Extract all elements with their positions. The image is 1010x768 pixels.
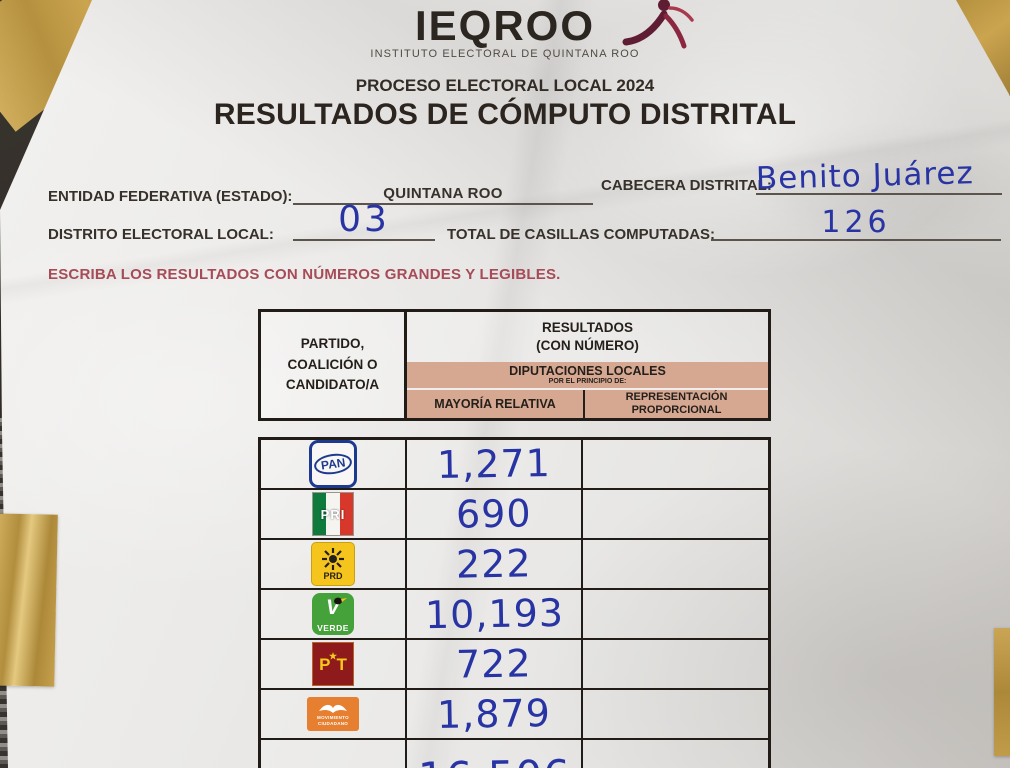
- mayoria-relativa-header: MAYORÍA RELATIVA: [407, 390, 585, 418]
- prd-logo-label: PRD: [323, 571, 343, 581]
- table-row-pan: PAN 1,271: [261, 440, 768, 490]
- instruction-text: ESCRIBA LOS RESULTADOS CON NÚMEROS GRAND…: [48, 266, 561, 283]
- table-row-verde: V VERDE 10,193: [261, 590, 768, 640]
- rp-value-cell: [583, 590, 768, 638]
- pt-logo-label: PT: [319, 654, 353, 674]
- mr-handwritten-value: 10,193: [424, 590, 564, 638]
- tape-right-middle: [994, 628, 1010, 756]
- table-row-movimiento-ciudadano: MOVIMIENTO CIUDADANO 1,879: [261, 690, 768, 740]
- pri-logo-icon: PRI: [312, 492, 354, 536]
- diputaciones-band: DIPUTACIONES LOCALES POR EL PRINCIPIO DE…: [407, 362, 768, 388]
- party-logo-cell: PRI: [261, 490, 407, 538]
- casillas-label: TOTAL DE CASILLAS COMPUTADAS:: [447, 226, 716, 243]
- mr-value-cell: 10,193: [407, 590, 583, 638]
- institute-logo: IEQROO INSTITUTO ELECTORAL DE QUINTANA R…: [0, 0, 1010, 62]
- diputaciones-band-subtitle: POR EL PRINCIPIO DE:: [548, 378, 627, 386]
- mc-logo-icon: MOVIMIENTO CIUDADANO: [307, 697, 359, 731]
- table-row-morena: morena 16,506: [261, 740, 768, 768]
- mr-value-cell: 222: [407, 540, 583, 588]
- pan-logo-icon: PAN: [309, 440, 357, 488]
- mr-value-cell: 1,879: [407, 690, 583, 738]
- mr-handwritten-value: 222: [455, 541, 533, 587]
- verde-logo-label: VERDE: [317, 622, 349, 633]
- mr-handwritten-value: 16,506: [417, 751, 571, 768]
- party-logo-cell: MOVIMIENTO CIUDADANO: [261, 690, 407, 738]
- prd-sun-icon: [322, 548, 344, 570]
- diputaciones-band-title: DIPUTACIONES LOCALES: [509, 363, 666, 378]
- mr-handwritten-value: 690: [455, 491, 533, 537]
- cabecera-field-line: Benito Juárez: [755, 150, 1002, 197]
- mr-handwritten-value: 1,879: [436, 691, 552, 737]
- party-logo-cell: V VERDE: [261, 590, 407, 638]
- rp-value-cell: [583, 490, 768, 538]
- entidad-field-line: QUINTANA ROO: [293, 170, 593, 205]
- mc-logo-line2: CIUDADANO: [317, 720, 349, 726]
- rp-value-cell: [583, 690, 768, 738]
- table-row-prd: PRD 222: [261, 540, 768, 590]
- entidad-label: ENTIDAD FEDERATIVA (ESTADO):: [48, 188, 293, 205]
- pt-logo-icon: PT: [312, 642, 354, 686]
- party-logo-cell: morena: [261, 740, 407, 768]
- process-title: PROCESO ELECTORAL LOCAL 2024: [355, 76, 655, 95]
- pri-logo-label: PRI: [320, 506, 346, 522]
- entidad-value: QUINTANA ROO: [383, 185, 503, 202]
- representacion-proporcional-header: REPRESENTACIÓN PROPORCIONAL: [585, 390, 768, 418]
- results-table-header: PARTIDO, COALICIÓN O CANDIDATO/A RESULTA…: [258, 309, 771, 421]
- rp-value-cell: [583, 540, 768, 588]
- mc-eagle-icon: [319, 704, 347, 713]
- pan-logo-label: PAN: [312, 451, 354, 477]
- party-logo-cell: PAN: [261, 440, 407, 488]
- cabecera-label: CABECERA DISTRITAL:: [601, 177, 772, 194]
- ieqroo-figure-icon: [622, 0, 694, 49]
- party-logo-cell: PT: [261, 640, 407, 688]
- tape-left-middle: [0, 513, 58, 687]
- results-table-body: PAN 1,271 PRI 690: [258, 437, 771, 768]
- casillas-field-line: 126: [711, 198, 1001, 241]
- prd-logo-icon: PRD: [311, 542, 355, 586]
- mr-handwritten-value: 722: [455, 641, 533, 687]
- rp-value-cell: [583, 440, 768, 488]
- mr-value-cell: 722: [407, 640, 583, 688]
- party-logo-cell: PRD: [261, 540, 407, 588]
- casillas-handwritten-value: 126: [821, 205, 891, 240]
- distrito-field-line: 03: [293, 196, 435, 241]
- table-row-pt: PT 722: [261, 640, 768, 690]
- page-title: RESULTADOS DE CÓMPUTO DISTRITAL: [213, 98, 797, 131]
- distrito-label: DISTRITO ELECTORAL LOCAL:: [48, 226, 274, 243]
- table-row-pri: PRI 690: [261, 490, 768, 540]
- rp-value-cell: [583, 740, 768, 768]
- distrito-handwritten-value: 03: [338, 199, 390, 240]
- pt-star-icon: [329, 652, 337, 660]
- mr-value-cell: 690: [407, 490, 583, 538]
- verde-toucan-icon: [334, 597, 347, 605]
- ieqroo-logo-subtext: INSTITUTO ELECTORAL DE QUINTANA ROO: [370, 48, 640, 60]
- rp-value-cell: [583, 640, 768, 688]
- cabecera-handwritten-value: Benito Juárez: [755, 155, 975, 197]
- results-column-header-group: RESULTADOS (CON NÚMERO) DIPUTACIONES LOC…: [407, 312, 768, 418]
- results-header: RESULTADOS (CON NÚMERO): [536, 320, 639, 353]
- mr-value-cell: 1,271: [407, 440, 583, 488]
- mr-handwritten-value: 1,271: [436, 441, 552, 487]
- party-column-header: PARTIDO, COALICIÓN O CANDIDATO/A: [261, 312, 407, 418]
- mc-logo-line1: MOVIMIENTO: [317, 714, 349, 720]
- verde-logo-icon: V VERDE: [312, 593, 354, 635]
- mr-value-cell: 16,506: [407, 740, 583, 768]
- ieqroo-logo-text: IEQROO: [414, 2, 595, 49]
